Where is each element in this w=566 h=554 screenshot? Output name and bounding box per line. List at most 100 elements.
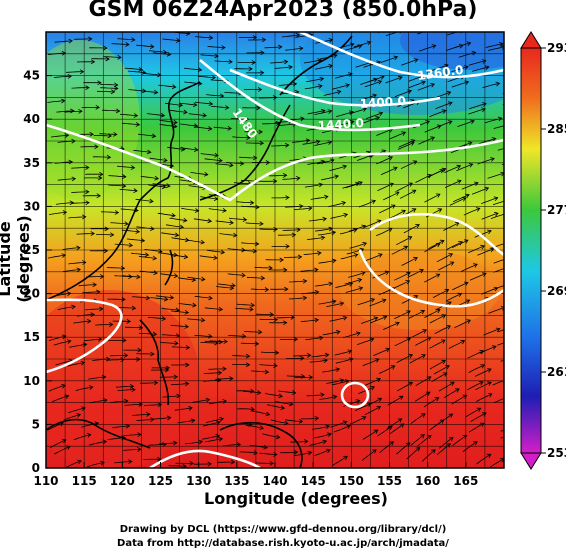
streamline-arrowhead — [303, 439, 309, 444]
streamline-arrowhead — [327, 109, 333, 114]
streamline-arrowhead — [293, 336, 299, 342]
streamline-arrowhead — [345, 83, 350, 88]
streamline-arrowhead — [290, 315, 295, 320]
streamline-arrowhead — [431, 449, 436, 454]
streamline-arrowhead — [194, 208, 200, 213]
streamline-arrowhead — [268, 265, 273, 271]
streamline — [490, 213, 504, 219]
streamline-arrowhead — [250, 302, 255, 308]
streamline — [184, 67, 202, 71]
streamline-arrowhead — [513, 431, 517, 435]
streamline-arrowhead — [128, 242, 134, 248]
streamline — [302, 140, 320, 145]
streamline-arrowhead — [140, 238, 146, 243]
streamline — [194, 126, 212, 130]
streamline — [102, 109, 120, 112]
streamline — [115, 385, 134, 388]
streamline-arrowhead — [153, 270, 158, 276]
streamline-arrowhead — [471, 50, 477, 56]
streamline-arrowhead — [513, 424, 517, 428]
streamline-arrowhead — [185, 345, 191, 350]
streamline — [250, 370, 269, 373]
streamline-arrowhead — [90, 231, 95, 236]
streamline — [222, 444, 241, 447]
streamline — [364, 406, 381, 415]
streamline-arrowhead — [193, 147, 199, 152]
streamline-arrowhead — [377, 80, 383, 85]
streamline — [159, 442, 177, 445]
streamline-arrowhead — [175, 333, 181, 339]
streamline — [178, 303, 197, 306]
streamline-arrowhead — [248, 66, 253, 72]
streamline — [138, 256, 157, 259]
streamline-arrowhead — [149, 44, 155, 49]
streamline-arrowhead — [317, 250, 322, 256]
streamline-arrowhead — [152, 255, 158, 261]
streamline — [477, 248, 494, 256]
x-axis-label: Longitude (degrees) — [204, 489, 388, 508]
streamline — [421, 449, 436, 462]
y-tick-label: 40 — [23, 112, 40, 126]
streamline-arrowhead — [323, 358, 328, 364]
streamline-arrowhead — [184, 324, 189, 329]
streamline-arrowhead — [202, 112, 207, 118]
streamline-arrowhead — [457, 292, 463, 298]
streamline-arrowhead — [85, 165, 90, 170]
streamline-arrowhead — [146, 149, 152, 155]
x-tick-label: 130 — [186, 474, 211, 488]
streamline — [184, 441, 203, 445]
streamline — [307, 237, 325, 240]
streamline-arrowhead — [444, 288, 450, 294]
streamline — [123, 434, 142, 437]
streamline-arrowhead — [506, 257, 510, 261]
streamline-arrowhead — [515, 42, 519, 46]
streamline-arrowhead — [447, 120, 453, 125]
streamline — [293, 354, 311, 357]
streamline-arrowhead — [380, 75, 385, 80]
streamline-arrowhead — [475, 207, 481, 212]
streamline — [433, 365, 450, 375]
streamline — [119, 188, 138, 192]
streamline — [162, 395, 181, 398]
streamline-arrowhead — [468, 163, 474, 168]
streamline-arrowhead — [208, 101, 214, 107]
streamline-arrowhead — [261, 37, 267, 43]
streamline-arrowhead — [94, 144, 99, 150]
streamline — [322, 331, 340, 336]
streamline — [140, 176, 159, 179]
streamline-arrowhead — [249, 200, 255, 206]
streamline — [437, 413, 453, 425]
streamline-arrowhead — [103, 398, 108, 403]
streamline — [239, 451, 258, 454]
streamline — [155, 295, 174, 299]
streamline — [208, 208, 227, 212]
colorbar-tick-label: 277 — [547, 203, 566, 217]
streamline-arrowhead — [390, 204, 396, 209]
streamline — [131, 252, 149, 256]
streamline — [363, 61, 381, 68]
streamline-arrowhead — [97, 336, 103, 342]
streamline — [329, 165, 347, 171]
streamline — [241, 205, 259, 208]
streamline — [488, 307, 504, 314]
streamline-arrowhead — [264, 287, 270, 293]
streamline — [360, 317, 378, 324]
streamline — [219, 233, 237, 236]
streamline — [269, 174, 287, 177]
streamline — [401, 257, 418, 266]
streamline — [403, 224, 420, 234]
streamline — [49, 211, 67, 215]
streamline — [435, 120, 453, 129]
streamline — [259, 364, 278, 367]
streamline-arrowhead — [64, 133, 70, 138]
streamline-arrowhead — [494, 211, 499, 217]
streamline — [307, 160, 325, 165]
streamline — [224, 92, 242, 94]
streamline — [333, 425, 351, 433]
credit-line-2: Data from http://database.rish.kyoto-u.a… — [117, 538, 449, 549]
streamline — [417, 434, 432, 447]
streamline — [252, 410, 270, 416]
streamline-arrowhead — [105, 56, 110, 62]
streamline-arrowhead — [506, 199, 510, 203]
streamline — [431, 64, 449, 72]
